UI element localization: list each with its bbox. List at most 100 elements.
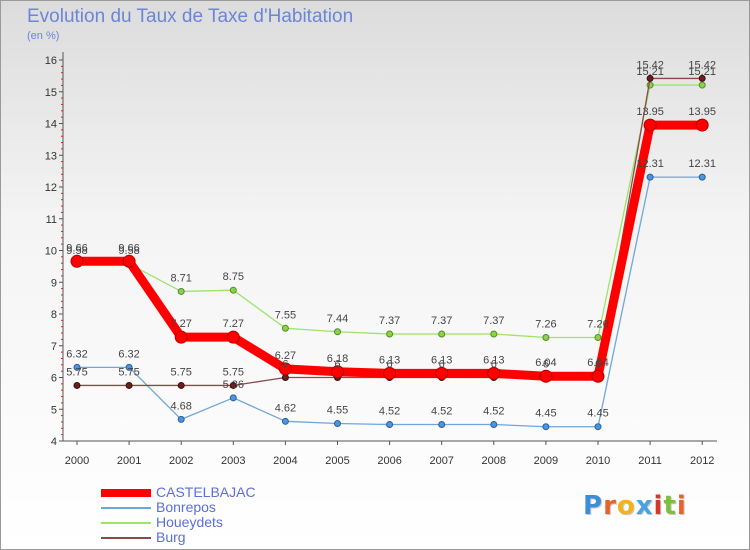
x-tick-label: 2010 xyxy=(586,455,610,467)
legend-swatch-bonrepos xyxy=(101,507,151,509)
x-tick-label: 2009 xyxy=(534,455,558,467)
data-label-bonrepos: 4.68 xyxy=(170,400,191,412)
data-point-castelbajac xyxy=(226,330,240,344)
data-point-bonrepos xyxy=(73,363,81,371)
logo-letter: i xyxy=(676,491,687,521)
data-label-houeydets: 7.44 xyxy=(327,313,348,325)
y-tick-label: 16 xyxy=(45,55,57,67)
data-label-bonrepos: 4.45 xyxy=(587,408,608,420)
legend-swatch-burg xyxy=(101,537,151,539)
axes: 4 5 6 7 8 9 10 11 12 13 14 15 16 2000 2001 2002 2003 2004… xyxy=(45,52,717,467)
chart-subtitle: (en %) xyxy=(27,30,60,42)
data-label-bonrepos: 4.45 xyxy=(535,408,556,420)
data-label-castelbajac: 6.18 xyxy=(327,353,348,365)
legend-label-burg: Burg xyxy=(156,529,186,545)
data-label-bonrepos: 4.62 xyxy=(275,402,296,414)
data-point-burg xyxy=(177,381,185,389)
data-point-bonrepos xyxy=(334,420,341,428)
y-tick-label: 10 xyxy=(45,246,57,258)
data-label-burg: 5.75 xyxy=(66,366,87,378)
data-label-bonrepos: 4.52 xyxy=(379,405,400,417)
logo-letter: i xyxy=(653,491,664,521)
data-point-houeydets xyxy=(542,333,550,341)
data-label-houeydets: 15.21 xyxy=(688,66,716,78)
legend-swatch-houeydets xyxy=(101,522,151,524)
legend-label-castelbajac: CASTELBAJAC xyxy=(156,484,256,500)
data-point-burg xyxy=(229,381,237,389)
data-point-bonrepos xyxy=(125,363,133,371)
legend-label-houeydets: Houeydets xyxy=(156,514,223,530)
data-point-bonrepos xyxy=(646,173,654,181)
data-label-castelbajac: 6.13 xyxy=(431,354,452,366)
data-label-burg: 6 xyxy=(543,359,549,371)
x-tick-label: 2004 xyxy=(273,455,297,467)
data-point-houeydets xyxy=(698,81,706,89)
logo-letter: P xyxy=(583,491,604,521)
data-label-burg: 5.75 xyxy=(170,366,191,378)
data-point-houeydets xyxy=(281,324,289,332)
data-label-houeydets: 15.21 xyxy=(636,66,664,78)
y-tick-label: 9 xyxy=(51,277,57,289)
data-point-houeydets xyxy=(334,328,341,336)
data-label-burg: 5.75 xyxy=(223,366,244,378)
data-label-bonrepos: 4.52 xyxy=(483,405,504,417)
logo-letter: o xyxy=(616,491,636,521)
x-tick-label: 2003 xyxy=(221,455,245,467)
data-label-burg: 6 xyxy=(439,359,445,371)
chart-title: Evolution du Taux de Taxe d'Habitation xyxy=(27,6,354,27)
data-point-castelbajac xyxy=(591,369,605,383)
data-label-burg: 6 xyxy=(282,359,288,371)
data-point-houeydets xyxy=(594,333,602,341)
data-label-castelbajac: 6.13 xyxy=(379,354,400,366)
data-point-bonrepos xyxy=(490,420,498,428)
data-point-castelbajac xyxy=(643,118,657,132)
data-label-bonrepos: 4.55 xyxy=(327,405,348,417)
data-point-houeydets xyxy=(229,286,237,294)
data-point-burg xyxy=(125,381,133,389)
data-label-castelbajac: 13.95 xyxy=(636,106,664,118)
data-label-houeydets: 7.26 xyxy=(535,318,556,330)
y-tick-label: 13 xyxy=(45,150,57,162)
data-label-houeydets: 8.75 xyxy=(223,271,244,283)
data-label-castelbajac: 9.66 xyxy=(66,242,87,254)
data-point-bonrepos xyxy=(177,415,185,423)
data-point-castelbajac xyxy=(435,366,449,380)
x-tick-label: 2012 xyxy=(690,455,714,467)
legend-label-bonrepos: Bonrepos xyxy=(156,499,216,515)
logo-letter: t xyxy=(663,491,677,521)
data-label-castelbajac: 13.95 xyxy=(688,106,716,118)
data-point-bonrepos xyxy=(281,417,289,425)
data-labels: 6.32 6.32 4.68 5.36 4.62 4.55 4.52 4.52 4.52 4.45… xyxy=(66,59,716,419)
x-tick-label: 2008 xyxy=(482,455,506,467)
y-tick-label: 8 xyxy=(51,309,57,321)
x-tick-label: 2005 xyxy=(325,455,349,467)
data-point-burg xyxy=(698,74,706,82)
data-label-houeydets: 7.55 xyxy=(275,309,296,321)
data-label-bonrepos: 6.32 xyxy=(118,348,139,360)
data-label-burg: 15.42 xyxy=(636,59,664,71)
data-point-burg xyxy=(646,74,654,82)
data-point-burg xyxy=(73,381,81,389)
series-line-castelbajac xyxy=(77,120,703,381)
data-label-burg: 5.75 xyxy=(118,366,139,378)
data-label-castelbajac: 6.27 xyxy=(275,350,296,362)
data-point-bonrepos xyxy=(229,394,237,402)
y-tick-label: 4 xyxy=(51,436,57,448)
data-label-bonrepos: 6.32 xyxy=(66,348,87,360)
x-tick-label: 2002 xyxy=(169,455,193,467)
data-point-bonrepos xyxy=(594,423,602,431)
data-point-castelbajac xyxy=(695,118,709,132)
data-point-bonrepos xyxy=(698,173,706,181)
data-point-bonrepos xyxy=(542,423,550,431)
data-label-castelbajac: 6.13 xyxy=(483,354,504,366)
x-tick-label: 2011 xyxy=(638,455,662,467)
logo-letter: x xyxy=(635,491,654,521)
x-tick-label: 2001 xyxy=(117,455,141,467)
data-point-castelbajac xyxy=(122,254,136,268)
data-label-houeydets: 7.37 xyxy=(431,315,452,327)
data-label-castelbajac: 9.66 xyxy=(118,242,139,254)
x-tick-label: 2006 xyxy=(377,455,401,467)
data-label-castelbajac: 6.04 xyxy=(587,357,608,369)
